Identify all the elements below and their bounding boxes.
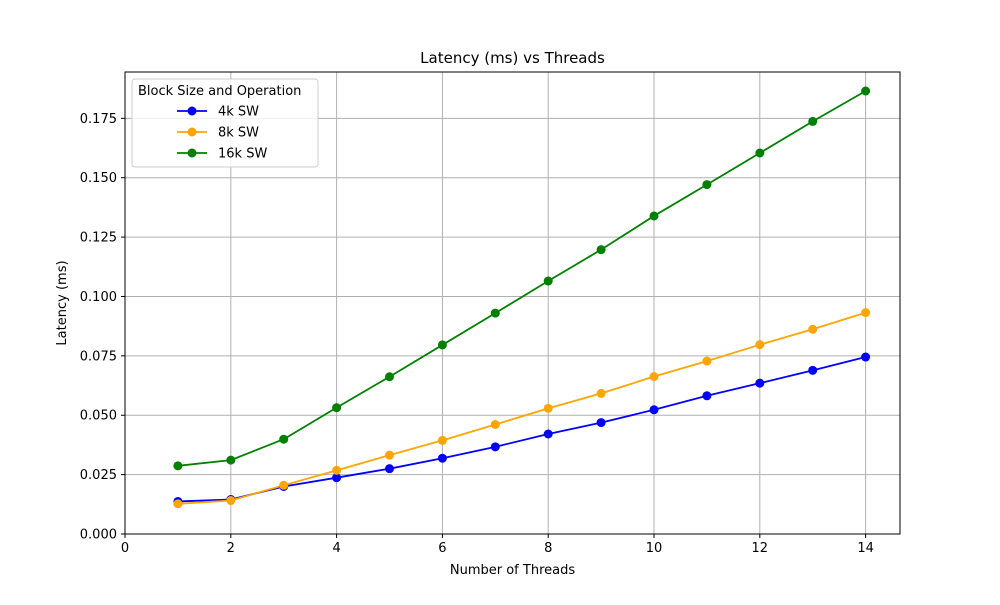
data-point <box>437 435 447 445</box>
data-point <box>385 372 395 382</box>
data-point <box>755 148 765 158</box>
data-point <box>437 340 447 350</box>
data-point <box>649 372 659 382</box>
chart-title: Latency (ms) vs Threads <box>420 49 605 67</box>
data-point <box>332 473 342 483</box>
data-point <box>649 405 659 415</box>
legend-items: 4k SW 8k SW 16k SW <box>177 105 267 162</box>
legend-item-2: 8k SW <box>177 126 259 141</box>
y-tick-label: 0.150 <box>80 171 117 186</box>
data-point <box>702 356 712 366</box>
data-point <box>385 464 395 474</box>
x-tick-label: 10 <box>646 541 663 556</box>
legend-swatch-marker <box>187 106 197 116</box>
data-point <box>808 324 818 334</box>
data-point <box>332 403 342 413</box>
x-tick-label: 8 <box>544 541 552 556</box>
y-tick-label: 0.125 <box>80 231 117 246</box>
x-tick-label: 2 <box>227 541 235 556</box>
data-point <box>490 419 500 429</box>
data-point <box>385 450 395 460</box>
y-axis-label: Latency (ms) <box>55 260 70 345</box>
legend-box <box>131 78 319 168</box>
data-point <box>861 86 871 96</box>
data-point <box>596 245 606 255</box>
data-point <box>596 418 606 428</box>
series-1 <box>173 352 871 506</box>
data-point <box>173 461 183 471</box>
data-point <box>490 442 500 452</box>
grid <box>124 72 900 535</box>
data-point <box>226 496 236 506</box>
axis-ticks: 0 2 4 6 8 10 12 14 0.000 0.025 0.050 0.075 0.100 0.12… <box>80 112 874 556</box>
legend-label: 16k SW <box>218 147 267 162</box>
data-point <box>173 499 183 509</box>
data-point <box>755 340 765 350</box>
x-tick-label: 12 <box>752 541 769 556</box>
data-point <box>861 352 871 362</box>
y-tick-label: 0.100 <box>80 290 117 305</box>
data-point <box>543 403 553 413</box>
series-line <box>177 311 866 505</box>
legend-title: Block Size and Operation <box>138 84 301 99</box>
data-point <box>808 116 818 126</box>
series-line <box>177 90 867 467</box>
legend-swatch-marker <box>187 127 197 137</box>
data-point <box>226 455 236 465</box>
legend: Block Size and Operation 4k SW 8k SW 16k S… <box>131 78 319 168</box>
x-tick-label: 0 <box>121 541 129 556</box>
data-point <box>596 388 606 398</box>
legend-item-1: 4k SW <box>177 105 259 120</box>
legend-label: 4k SW <box>218 105 259 120</box>
data-point <box>437 453 447 463</box>
data-point <box>490 308 500 318</box>
y-tick-label: 0.075 <box>80 349 117 364</box>
series-line <box>177 356 866 503</box>
data-point <box>861 308 871 318</box>
legend-swatch-marker <box>187 148 197 158</box>
legend-item-3: 16k SW <box>177 147 267 162</box>
plot-frame <box>124 71 901 535</box>
data-point <box>649 211 659 221</box>
x-axis-label: Number of Threads <box>450 563 575 578</box>
y-tick-label: 0.175 <box>80 112 117 127</box>
data-point <box>755 378 765 388</box>
data-point <box>279 434 289 444</box>
x-tick-label: 4 <box>332 541 340 556</box>
data-point <box>702 391 712 401</box>
data-point <box>808 365 818 375</box>
data-point <box>543 276 553 286</box>
data-point <box>332 465 342 475</box>
x-tick-label: 14 <box>857 541 874 556</box>
series-3 <box>173 86 871 471</box>
series-2 <box>173 308 871 509</box>
x-tick-label: 6 <box>438 541 446 556</box>
data-point <box>279 480 289 490</box>
y-tick-label: 0.025 <box>80 468 117 483</box>
y-tick-label: 0.050 <box>80 409 117 424</box>
data-point <box>702 180 712 190</box>
series-layer <box>173 86 871 509</box>
y-tick-label: 0.000 <box>80 528 117 543</box>
data-point <box>543 429 553 439</box>
legend-label: 8k SW <box>218 126 259 141</box>
